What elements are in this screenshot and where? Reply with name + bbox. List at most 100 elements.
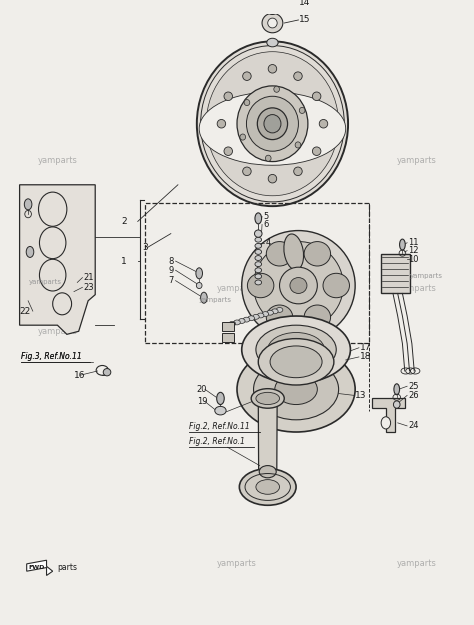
Ellipse shape: [251, 389, 284, 408]
Ellipse shape: [270, 346, 322, 378]
Ellipse shape: [255, 256, 262, 261]
Ellipse shape: [304, 305, 330, 329]
Ellipse shape: [276, 308, 283, 312]
Ellipse shape: [243, 167, 251, 176]
Ellipse shape: [266, 242, 293, 266]
Ellipse shape: [255, 243, 262, 248]
Ellipse shape: [243, 72, 251, 81]
Text: 2: 2: [121, 217, 127, 226]
Ellipse shape: [246, 96, 299, 151]
Ellipse shape: [244, 99, 250, 106]
Ellipse shape: [268, 332, 324, 367]
Ellipse shape: [234, 320, 240, 325]
Ellipse shape: [240, 134, 246, 140]
Text: 13: 13: [355, 391, 367, 400]
Ellipse shape: [239, 469, 296, 505]
Bar: [222, 333, 234, 342]
Text: Fig.3, Ref.No.11: Fig.3, Ref.No.11: [20, 352, 82, 361]
Ellipse shape: [255, 238, 262, 242]
Ellipse shape: [394, 384, 400, 395]
Ellipse shape: [268, 18, 277, 28]
Ellipse shape: [304, 242, 330, 266]
Ellipse shape: [196, 282, 202, 289]
Text: 7: 7: [168, 276, 174, 285]
Ellipse shape: [255, 268, 262, 272]
Ellipse shape: [299, 107, 305, 114]
Ellipse shape: [255, 262, 262, 267]
Text: yamparts: yamparts: [199, 297, 232, 303]
Ellipse shape: [294, 167, 302, 176]
Text: 12: 12: [408, 246, 419, 255]
Ellipse shape: [284, 234, 303, 270]
Ellipse shape: [224, 322, 231, 328]
Ellipse shape: [255, 280, 262, 285]
Text: 10: 10: [408, 255, 419, 264]
Text: 24: 24: [408, 421, 419, 431]
Text: 23: 23: [83, 283, 94, 292]
Ellipse shape: [254, 359, 338, 420]
Ellipse shape: [217, 392, 224, 404]
Ellipse shape: [268, 64, 277, 73]
Ellipse shape: [197, 41, 348, 206]
Text: yamparts: yamparts: [29, 279, 62, 286]
Ellipse shape: [319, 119, 328, 128]
Ellipse shape: [290, 278, 307, 294]
Text: yamparts: yamparts: [397, 559, 437, 568]
Ellipse shape: [312, 147, 321, 156]
Text: Fig.2, Ref.No.11: Fig.2, Ref.No.11: [189, 422, 249, 431]
Text: yamparts: yamparts: [37, 327, 77, 336]
Bar: [222, 322, 234, 331]
Polygon shape: [19, 185, 95, 334]
Ellipse shape: [229, 321, 236, 326]
Ellipse shape: [224, 92, 232, 101]
Ellipse shape: [238, 319, 245, 324]
Text: 4: 4: [265, 238, 271, 248]
Ellipse shape: [199, 92, 346, 165]
Ellipse shape: [248, 316, 255, 321]
Text: 6: 6: [263, 220, 268, 229]
Ellipse shape: [255, 249, 262, 254]
Ellipse shape: [206, 52, 338, 196]
Text: 8: 8: [168, 257, 174, 266]
Text: 26: 26: [408, 391, 419, 400]
Ellipse shape: [217, 119, 226, 128]
Ellipse shape: [265, 155, 271, 161]
Ellipse shape: [224, 147, 232, 156]
Text: yamparts: yamparts: [37, 156, 77, 165]
Text: 3: 3: [143, 242, 148, 251]
Ellipse shape: [26, 246, 34, 258]
Text: 5: 5: [263, 212, 268, 221]
Ellipse shape: [400, 239, 405, 250]
Bar: [145, 203, 369, 344]
Ellipse shape: [254, 241, 343, 329]
Polygon shape: [258, 399, 277, 472]
Ellipse shape: [381, 417, 391, 429]
Text: yamparts: yamparts: [410, 273, 443, 279]
Ellipse shape: [266, 305, 293, 329]
Bar: [381, 254, 410, 294]
Text: 19: 19: [197, 397, 207, 406]
Ellipse shape: [295, 142, 301, 148]
Ellipse shape: [267, 38, 278, 47]
Text: 18: 18: [360, 352, 371, 361]
Ellipse shape: [242, 231, 355, 341]
Text: yamparts: yamparts: [217, 559, 257, 568]
Ellipse shape: [255, 230, 262, 238]
Bar: [292, 356, 300, 371]
Text: 22: 22: [19, 307, 31, 316]
Ellipse shape: [196, 268, 202, 279]
Ellipse shape: [253, 314, 259, 319]
Ellipse shape: [201, 292, 207, 303]
Text: 1: 1: [121, 257, 127, 266]
Text: 20: 20: [197, 385, 207, 394]
Ellipse shape: [255, 274, 262, 279]
Ellipse shape: [274, 86, 280, 92]
Ellipse shape: [312, 92, 321, 101]
Ellipse shape: [256, 479, 280, 494]
Ellipse shape: [268, 174, 277, 183]
Ellipse shape: [323, 273, 349, 298]
Text: 15: 15: [300, 16, 311, 24]
Ellipse shape: [215, 406, 226, 415]
Ellipse shape: [237, 346, 355, 432]
Text: 17: 17: [360, 343, 371, 352]
